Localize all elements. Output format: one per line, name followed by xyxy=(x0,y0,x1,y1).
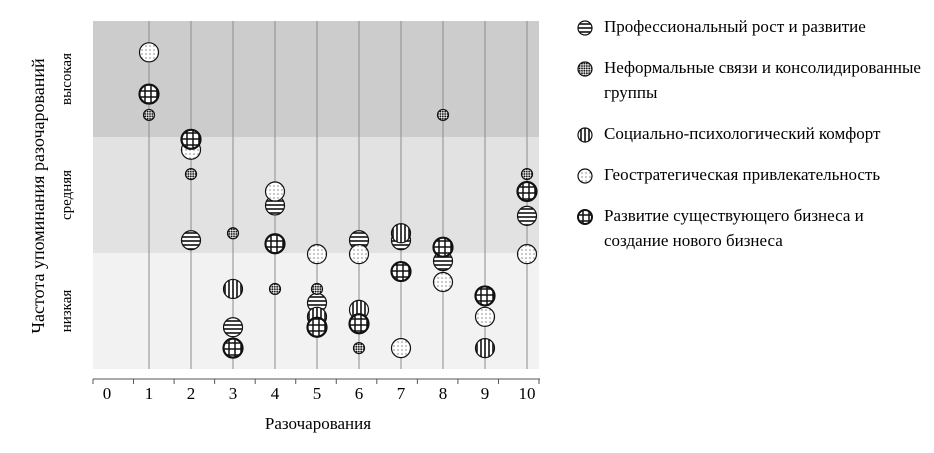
x-tick-label: 2 xyxy=(187,384,196,403)
x-tick-label: 4 xyxy=(271,384,280,403)
point-series-2 xyxy=(226,227,240,240)
point-series-3 xyxy=(222,278,244,300)
x-tick-label: 6 xyxy=(355,384,364,403)
band-label: средняя xyxy=(59,170,75,220)
band-0 xyxy=(93,21,539,137)
point-series-5 xyxy=(390,260,412,283)
point-series-2 xyxy=(352,342,366,355)
point-series-4 xyxy=(138,42,160,63)
point-series-5 xyxy=(222,337,244,359)
x-tick-label: 0 xyxy=(103,384,112,403)
y-axis-title: Частота упоминания разочарований xyxy=(28,58,48,334)
x-tick-label: 10 xyxy=(519,384,536,403)
x-tick-label: 7 xyxy=(397,384,406,403)
legend-item-5: Развитие существующего бизнеса и создани… xyxy=(574,203,929,253)
point-series-2 xyxy=(520,168,534,181)
point-series-3 xyxy=(474,338,496,359)
x-tick-label: 8 xyxy=(439,384,448,403)
legend-item-2: Неформальные связи и консолидированные г… xyxy=(574,55,929,105)
legend-label: Геостратегическая привлекательность xyxy=(604,165,881,184)
legend-marker xyxy=(577,168,593,184)
point-series-2 xyxy=(310,282,324,296)
point-series-2 xyxy=(436,108,450,122)
x-axis-title: Разочарования xyxy=(265,414,371,433)
legend-marker xyxy=(577,61,593,77)
point-series-5 xyxy=(474,285,496,307)
legend-item-3: Социально-психологический комфорт xyxy=(574,121,929,146)
legend: Профессиональный рост и развитие Неформал… xyxy=(574,14,929,269)
point-series-1 xyxy=(180,230,202,251)
point-series-5 xyxy=(348,313,370,335)
point-series-3 xyxy=(390,223,412,244)
legend-label: Профессиональный рост и развитие xyxy=(604,17,866,36)
legend-item-1: Профессиональный рост и развитие xyxy=(574,14,929,39)
band-label: высокая xyxy=(59,53,75,105)
legend-label: Развитие существующего бизнеса и создани… xyxy=(604,206,864,250)
point-series-4 xyxy=(348,244,370,265)
point-series-4 xyxy=(474,306,496,327)
point-series-2 xyxy=(268,282,282,296)
point-series-5 xyxy=(432,236,454,258)
point-series-5 xyxy=(180,128,202,150)
x-tick-label: 5 xyxy=(313,384,322,403)
band-label: низкая xyxy=(59,290,75,333)
scatter-chart: 0 1 2 3 4 5 6 7 8 9 10 Разочарования Частота упомина… xyxy=(28,21,540,433)
legend-label: Неформальные связи и консолидированные г… xyxy=(604,58,921,102)
legend-item-4: Геостратегическая привлекательность xyxy=(574,162,929,187)
point-series-4 xyxy=(264,181,286,202)
legend-marker xyxy=(577,127,593,143)
x-tick-label: 1 xyxy=(145,384,154,403)
point-series-5 xyxy=(516,180,538,203)
legend-label: Социально-психологический комфорт xyxy=(604,124,881,143)
x-tick-label: 9 xyxy=(481,384,490,403)
point-series-1 xyxy=(516,205,538,226)
band-1 xyxy=(93,137,539,253)
point-series-4 xyxy=(516,244,538,265)
point-series-2 xyxy=(142,108,156,122)
point-series-4 xyxy=(306,244,328,265)
point-series-5 xyxy=(138,83,160,105)
point-series-1 xyxy=(222,317,244,338)
point-series-2 xyxy=(184,168,198,181)
point-series-4 xyxy=(390,338,412,359)
x-tick-label: 3 xyxy=(229,384,238,403)
legend-marker xyxy=(577,209,593,225)
point-series-4 xyxy=(432,271,454,293)
point-series-5 xyxy=(306,316,328,338)
legend-marker xyxy=(577,20,593,36)
point-series-5 xyxy=(264,233,286,255)
